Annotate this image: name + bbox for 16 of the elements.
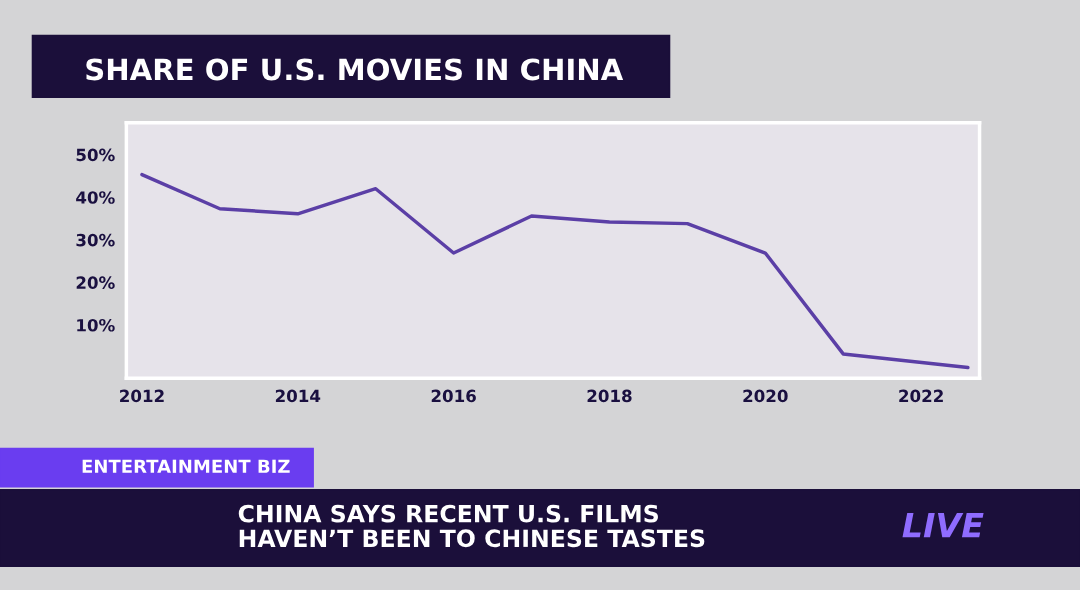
chart-title: SHARE OF U.S. MOVIES IN CHINA — [86, 58, 624, 81]
y-tick-label: 20% — [76, 276, 115, 289]
x-tick-label: 2018 — [587, 389, 632, 403]
y-tick-label: 10% — [77, 318, 115, 332]
y-tick-label: 30% — [76, 233, 115, 247]
x-tick-label: 2014 — [275, 389, 321, 403]
text: CHINA SAYS RECENT U.S. FILMS HAVEN’T BEEN TO CHINESE TASTES — [238, 504, 705, 548]
text: ENTERTAINMENT BIZ — [82, 459, 290, 473]
y-tick-label: 50% — [76, 148, 115, 162]
x-tick-label: 2020 — [743, 389, 788, 403]
x-tick-label: 2022 — [899, 389, 943, 403]
x-tick-label: 2016 — [431, 389, 476, 403]
line-series — [140, 172, 970, 370]
x-tick-label: 2012 — [120, 389, 164, 403]
y-tick-label: 40% — [76, 191, 115, 204]
text: LIVE — [902, 512, 984, 538]
